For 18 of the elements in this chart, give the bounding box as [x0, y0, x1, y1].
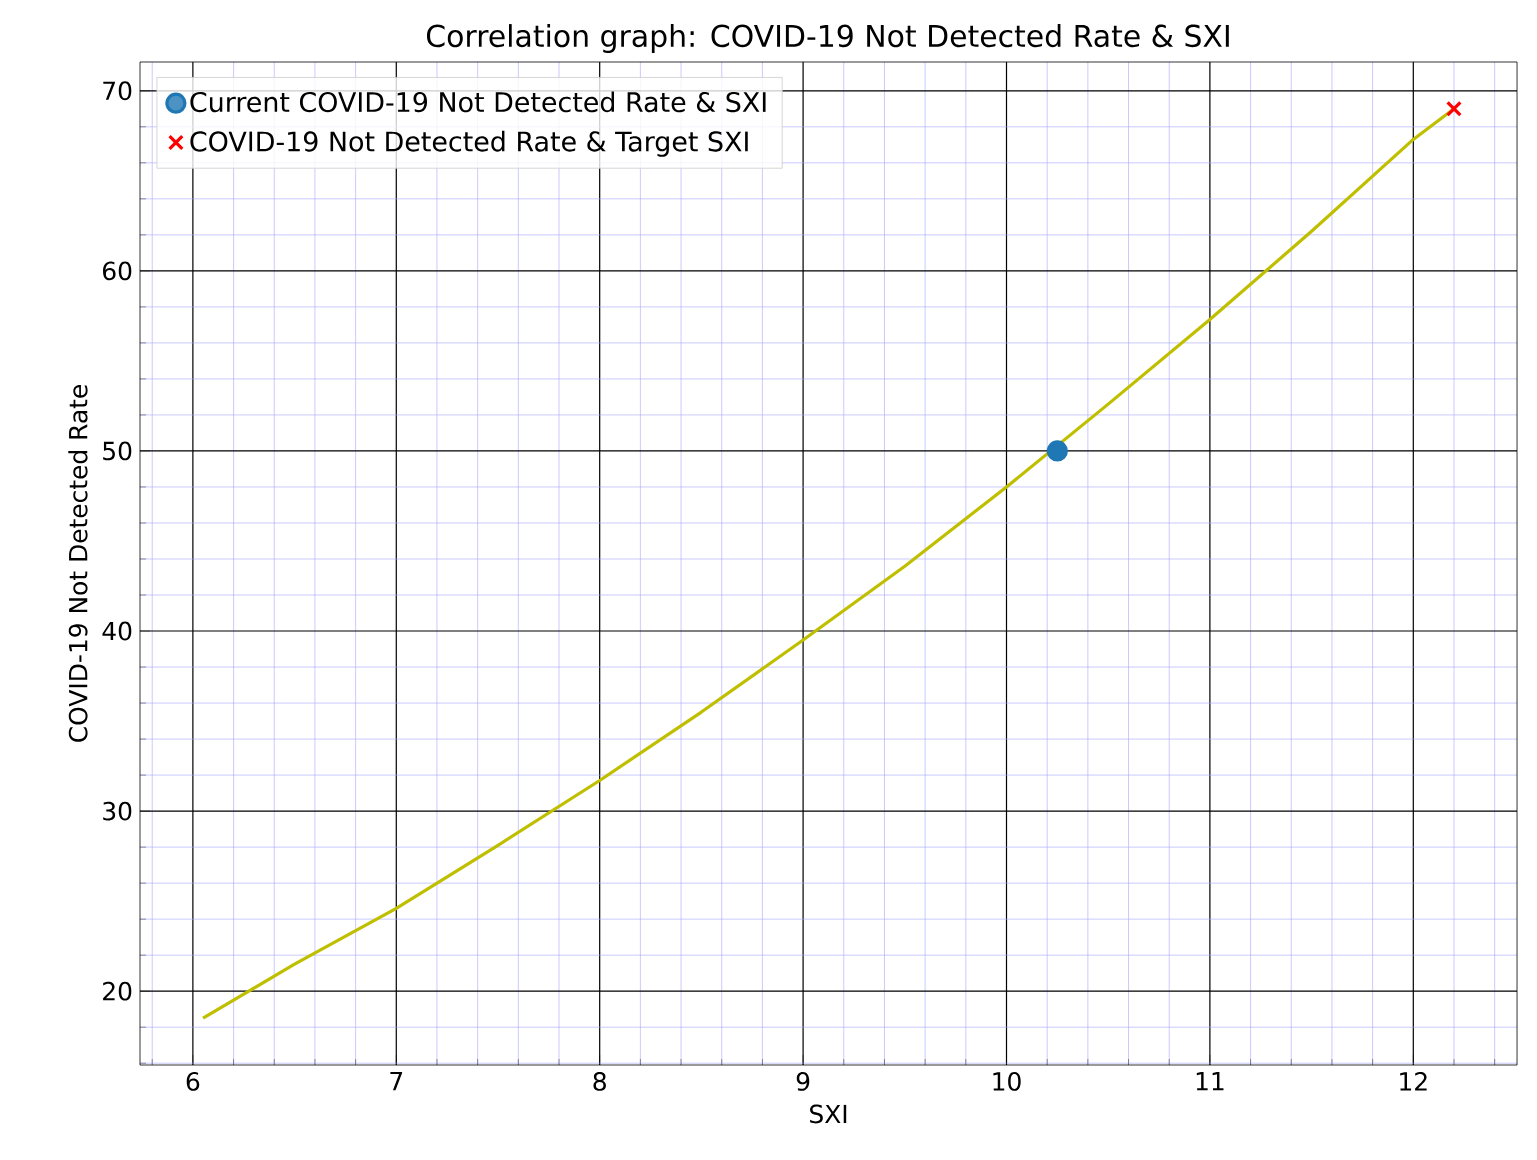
x-tick-label: 11: [1196, 1072, 1224, 1091]
y-tick-label: 50: [103, 441, 132, 461]
x-tick-label: 9: [796, 1072, 810, 1091]
x-tick-label: 7: [390, 1072, 403, 1091]
chart-title: Correlation graph: COVID-19 Not Detected Rate & SXI: [426, 24, 1229, 53]
y-tick-label: 70: [103, 81, 132, 101]
legend-label: Current COVID-19 Not Detected Rate & SXI: [190, 91, 766, 113]
y-tick-label: 20: [103, 981, 132, 1001]
y-axis-title: COVID-19 Not Detected Rate: [68, 385, 88, 742]
y-tick-label: 30: [103, 801, 132, 821]
y-tick-label: 40: [102, 621, 132, 641]
x-tick-label: 8: [593, 1072, 606, 1091]
x-axis-title: SXI: [810, 1104, 847, 1124]
legend-label: COVID-19 Not Detected Rate & Target SXI: [190, 130, 748, 157]
x-tick-label: 10: [993, 1072, 1021, 1091]
x-tick-label: 6: [186, 1072, 200, 1091]
x-tick-label: 12: [1400, 1072, 1427, 1091]
y-tick-label: 60: [103, 261, 132, 281]
